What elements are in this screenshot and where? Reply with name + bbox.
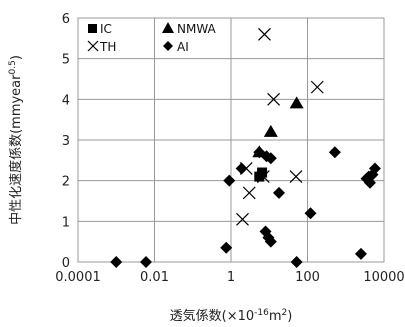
point-ai bbox=[368, 162, 381, 175]
x-tick-label: 0.0001 bbox=[55, 270, 101, 285]
x-axis-title: 透気係数(×10-16m2) bbox=[170, 308, 293, 324]
y-tick-label: 3 bbox=[62, 134, 70, 149]
point-th bbox=[256, 170, 270, 184]
y-tick-label: 6 bbox=[62, 12, 70, 27]
point-ai bbox=[110, 256, 123, 268]
x-tick-label: 1 bbox=[227, 270, 235, 285]
point-th bbox=[289, 170, 303, 184]
legend: IC NMWA TH AI bbox=[87, 22, 217, 54]
y-tick-label: 5 bbox=[62, 53, 70, 68]
point-ai bbox=[264, 235, 277, 248]
point-th bbox=[310, 80, 324, 94]
grid-lines bbox=[77, 17, 385, 263]
point-th bbox=[242, 186, 256, 200]
point-ai bbox=[235, 162, 248, 175]
legend-label-th: TH bbox=[99, 40, 116, 54]
legend-marker-th bbox=[87, 40, 99, 52]
point-ai bbox=[328, 146, 341, 159]
point-ai bbox=[290, 256, 303, 268]
point-th bbox=[258, 27, 271, 41]
legend-marker-nmwa bbox=[162, 22, 174, 33]
plot-frame bbox=[77, 17, 385, 263]
point-th bbox=[267, 92, 281, 106]
y-axis-title: 中性化速度係数(mmyear0.5) bbox=[8, 55, 24, 225]
y-tick-label: 0 bbox=[62, 256, 70, 271]
point-ai bbox=[223, 174, 236, 187]
legend-label-ic: IC bbox=[100, 22, 112, 36]
point-ai bbox=[304, 207, 317, 220]
y-tick-label: 2 bbox=[62, 175, 70, 190]
point-ic bbox=[254, 171, 265, 182]
point-ai bbox=[273, 186, 286, 199]
point-ai bbox=[220, 241, 233, 254]
tick-labels: 0 1 2 3 4 5 6 0.0001 0.01 1 100 10000 bbox=[55, 12, 404, 285]
point-ai bbox=[354, 247, 367, 260]
legend-label-nmwa: NMWA bbox=[177, 22, 217, 36]
point-nmwa bbox=[263, 124, 278, 137]
legend-marker-ai bbox=[163, 41, 173, 51]
x-tick-label: 100 bbox=[295, 270, 320, 285]
y-tick-label: 1 bbox=[62, 215, 70, 230]
point-th bbox=[236, 212, 249, 226]
x-tick-label: 0.01 bbox=[140, 270, 169, 285]
y-tick-label: 4 bbox=[62, 93, 70, 108]
data-points bbox=[110, 27, 381, 268]
legend-marker-ic bbox=[88, 24, 97, 33]
x-tick-label: 10000 bbox=[363, 270, 404, 285]
point-nmwa bbox=[289, 96, 304, 109]
point-ai bbox=[264, 152, 277, 165]
legend-label-ai: AI bbox=[177, 40, 189, 54]
point-ai bbox=[140, 256, 153, 268]
